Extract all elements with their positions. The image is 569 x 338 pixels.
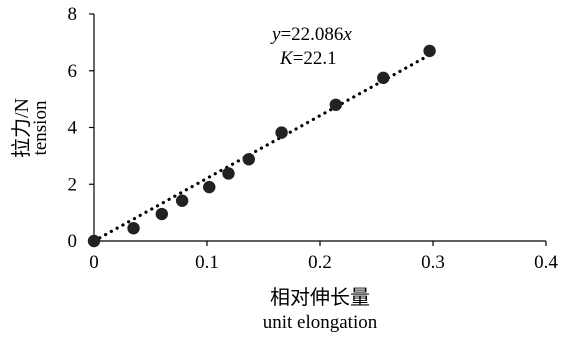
x-tick-label: 0.4 [534, 252, 558, 273]
x-tick-label: 0 [89, 252, 99, 273]
data-point [127, 222, 140, 235]
equation-annotation: y=22.086x K=22.1 [270, 24, 352, 69]
data-point [222, 167, 235, 180]
data-point [87, 234, 101, 248]
y-tick-label: 6 [68, 61, 78, 82]
k-label: K=22.1 [279, 48, 337, 69]
data-point [377, 71, 390, 85]
trendline-path [92, 51, 435, 243]
y-ticks: 0 2 4 6 8 [68, 4, 94, 252]
x-tick-label: 0.3 [421, 252, 445, 273]
plot-area: 0 0.1 0.2 0.3 0.4 0 2 4 6 8 [68, 4, 559, 273]
equation-label: y=22.086x [270, 24, 352, 45]
equation-lhs: y [270, 24, 281, 45]
data-point [329, 98, 343, 112]
data-point [275, 126, 288, 139]
y-tick-label: 2 [68, 174, 78, 195]
k-value: =22.1 [293, 48, 337, 69]
y-axis-title-en: tension [30, 100, 51, 155]
data-point [203, 180, 216, 194]
data-point [423, 44, 436, 58]
x-axis-title-en: unit elongation [263, 312, 378, 333]
x-tick-label: 0.2 [308, 252, 332, 273]
data-point [242, 153, 256, 166]
y-axis-title: 拉力/N [10, 98, 33, 158]
y-tick-label: 4 [68, 118, 78, 139]
x-axis-title: 相对伸长量 [270, 286, 370, 309]
equation-rhs: x [342, 24, 352, 45]
x-ticks: 0 0.1 0.2 0.3 0.4 [89, 241, 558, 273]
k-symbol: K [279, 48, 294, 69]
data-point [175, 194, 189, 207]
y-tick-label: 8 [68, 4, 78, 25]
data-point [155, 207, 168, 221]
trendline [92, 51, 435, 243]
x-tick-label: 0.1 [195, 252, 219, 273]
data-points [87, 44, 436, 248]
equation-slope: =22.086 [280, 24, 343, 45]
y-tick-label: 0 [68, 231, 78, 252]
